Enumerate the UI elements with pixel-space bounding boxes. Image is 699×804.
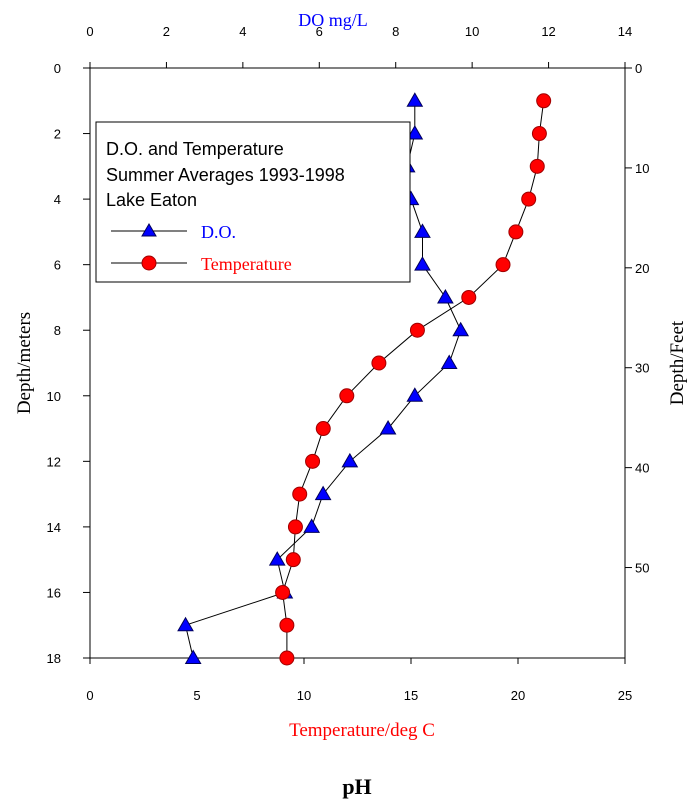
legend-title-line-3: Lake Eaton — [106, 190, 197, 210]
temp-tick-label-1: 5 — [193, 688, 200, 703]
temperature-point-14 — [285, 552, 301, 568]
temp-tick-label-0: 0 — [86, 688, 93, 703]
do-tick-label-6: 12 — [541, 24, 555, 39]
depth-tick-label-9: 18 — [47, 651, 61, 666]
temperature-point-15 — [275, 584, 291, 600]
feet-tick-label-2: 20 — [635, 261, 649, 276]
feet-tick-label-0: 0 — [635, 61, 642, 76]
do-point-7 — [452, 321, 470, 337]
series-layer — [177, 92, 552, 666]
top-axis-do: 0 2 4 6 8 10 12 14 — [86, 24, 632, 68]
do-point-12 — [314, 485, 332, 501]
temperature-point-3 — [521, 191, 537, 207]
depth-tick-label-0: 0 — [54, 61, 61, 76]
do-tick-label-2: 4 — [239, 24, 246, 39]
depth-tick-label-4: 8 — [54, 323, 61, 338]
do-tick-label-0: 0 — [86, 24, 93, 39]
depth-tick-label-8: 16 — [47, 585, 61, 600]
do-tick-label-4: 8 — [392, 24, 399, 39]
plot-frame — [89, 67, 626, 659]
top-axis-title: DO mg/L — [298, 10, 368, 30]
do-point-14 — [268, 551, 286, 566]
temperature-point-7 — [409, 322, 425, 338]
bottom-axis-title: Temperature/deg C — [289, 720, 435, 741]
do-tick-label-3: 6 — [316, 24, 323, 39]
temperature-point-17 — [279, 650, 295, 666]
right-axis-title: Depth/Feet — [667, 320, 688, 405]
do-point-11 — [341, 452, 359, 468]
bottom-axis-temperature: 0 5 10 15 20 25 — [86, 658, 632, 703]
do-point-13 — [303, 518, 321, 533]
temperature-point-16 — [279, 617, 295, 633]
depth-tick-label-6: 12 — [47, 454, 61, 469]
do-point-8 — [440, 354, 458, 369]
do-tick-label-5: 10 — [465, 24, 479, 39]
do-point-10 — [379, 420, 397, 435]
temperature-point-1 — [531, 126, 547, 142]
do-point-4 — [414, 223, 431, 238]
do-point-17 — [184, 649, 202, 664]
temperature-point-4 — [508, 224, 524, 240]
legend-temperature-marker — [141, 255, 157, 271]
legend-title-line-2: Summer Averages 1993-1998 — [106, 165, 345, 185]
do-point-0 — [406, 92, 424, 107]
do-point-9 — [406, 387, 424, 402]
do-point-6 — [437, 288, 454, 304]
left-axis-depth-meters: 0 2 4 6 8 10 12 14 16 18 — [47, 61, 90, 666]
feet-tick-label-3: 30 — [635, 361, 649, 376]
temperature-point-6 — [461, 289, 477, 305]
legend-do-label: D.O. — [201, 222, 236, 242]
legend: D.O. and Temperature Summer Averages 199… — [95, 121, 411, 283]
depth-tick-label-5: 10 — [47, 389, 61, 404]
temperature-point-8 — [371, 355, 387, 371]
do-point-16 — [177, 616, 194, 632]
feet-tick-label-5: 50 — [635, 561, 649, 576]
left-axis-title: Depth/meters — [14, 312, 35, 414]
legend-do-marker — [141, 223, 157, 237]
do-point-1 — [406, 125, 424, 140]
feet-tick-label-4: 40 — [635, 461, 649, 476]
temperature-point-12 — [292, 486, 308, 502]
depth-tick-label-7: 14 — [47, 520, 61, 535]
legend-title-line-1: D.O. and Temperature — [106, 139, 284, 159]
right-axis-depth-feet: 0 10 20 30 40 50 — [625, 61, 649, 576]
do-tick-label-1: 2 — [163, 24, 170, 39]
plot-border — [89, 67, 626, 659]
temperature-point-10 — [315, 421, 331, 437]
temperature-point-5 — [495, 257, 511, 273]
legend-box — [95, 121, 411, 283]
temp-tick-label-5: 25 — [618, 688, 632, 703]
depth-tick-label-2: 4 — [54, 192, 61, 207]
temp-tick-label-3: 15 — [404, 688, 418, 703]
legend-temperature-label: Temperature — [201, 254, 292, 274]
temperature-point-9 — [339, 388, 355, 404]
temp-tick-label-4: 20 — [511, 688, 525, 703]
depth-tick-label-1: 2 — [54, 127, 61, 142]
feet-tick-label-1: 10 — [635, 161, 649, 176]
temperature-point-0 — [536, 93, 552, 109]
footer-label: pH — [342, 774, 371, 799]
temp-tick-label-2: 10 — [297, 688, 311, 703]
temperature-point-11 — [305, 453, 321, 469]
temperature-point-2 — [529, 158, 545, 174]
do-tick-label-7: 14 — [618, 24, 632, 39]
do-point-5 — [414, 256, 431, 271]
temperature-point-13 — [287, 519, 303, 535]
depth-tick-label-3: 6 — [54, 258, 61, 273]
